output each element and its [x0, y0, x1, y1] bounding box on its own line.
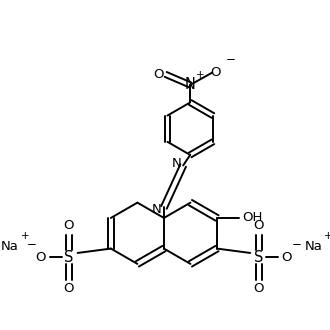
Text: O: O — [254, 282, 264, 295]
Text: S: S — [254, 250, 264, 265]
Text: −: − — [26, 238, 36, 251]
Text: O: O — [64, 282, 74, 295]
Text: O: O — [153, 68, 164, 81]
Text: N: N — [152, 203, 162, 216]
Text: Na: Na — [304, 240, 322, 253]
Text: −: − — [292, 238, 302, 251]
Text: N: N — [185, 78, 196, 92]
Text: O: O — [64, 219, 74, 232]
Text: −: − — [226, 53, 236, 66]
Text: +: + — [21, 231, 29, 241]
Text: O: O — [254, 219, 264, 232]
Text: +: + — [196, 70, 205, 80]
Text: O: O — [210, 66, 221, 79]
Text: S: S — [64, 250, 74, 265]
Text: OH: OH — [242, 212, 262, 224]
Text: N: N — [171, 157, 181, 170]
Text: Na: Na — [0, 240, 18, 253]
Text: O: O — [36, 251, 46, 264]
Text: +: + — [324, 231, 330, 241]
Text: O: O — [282, 251, 292, 264]
